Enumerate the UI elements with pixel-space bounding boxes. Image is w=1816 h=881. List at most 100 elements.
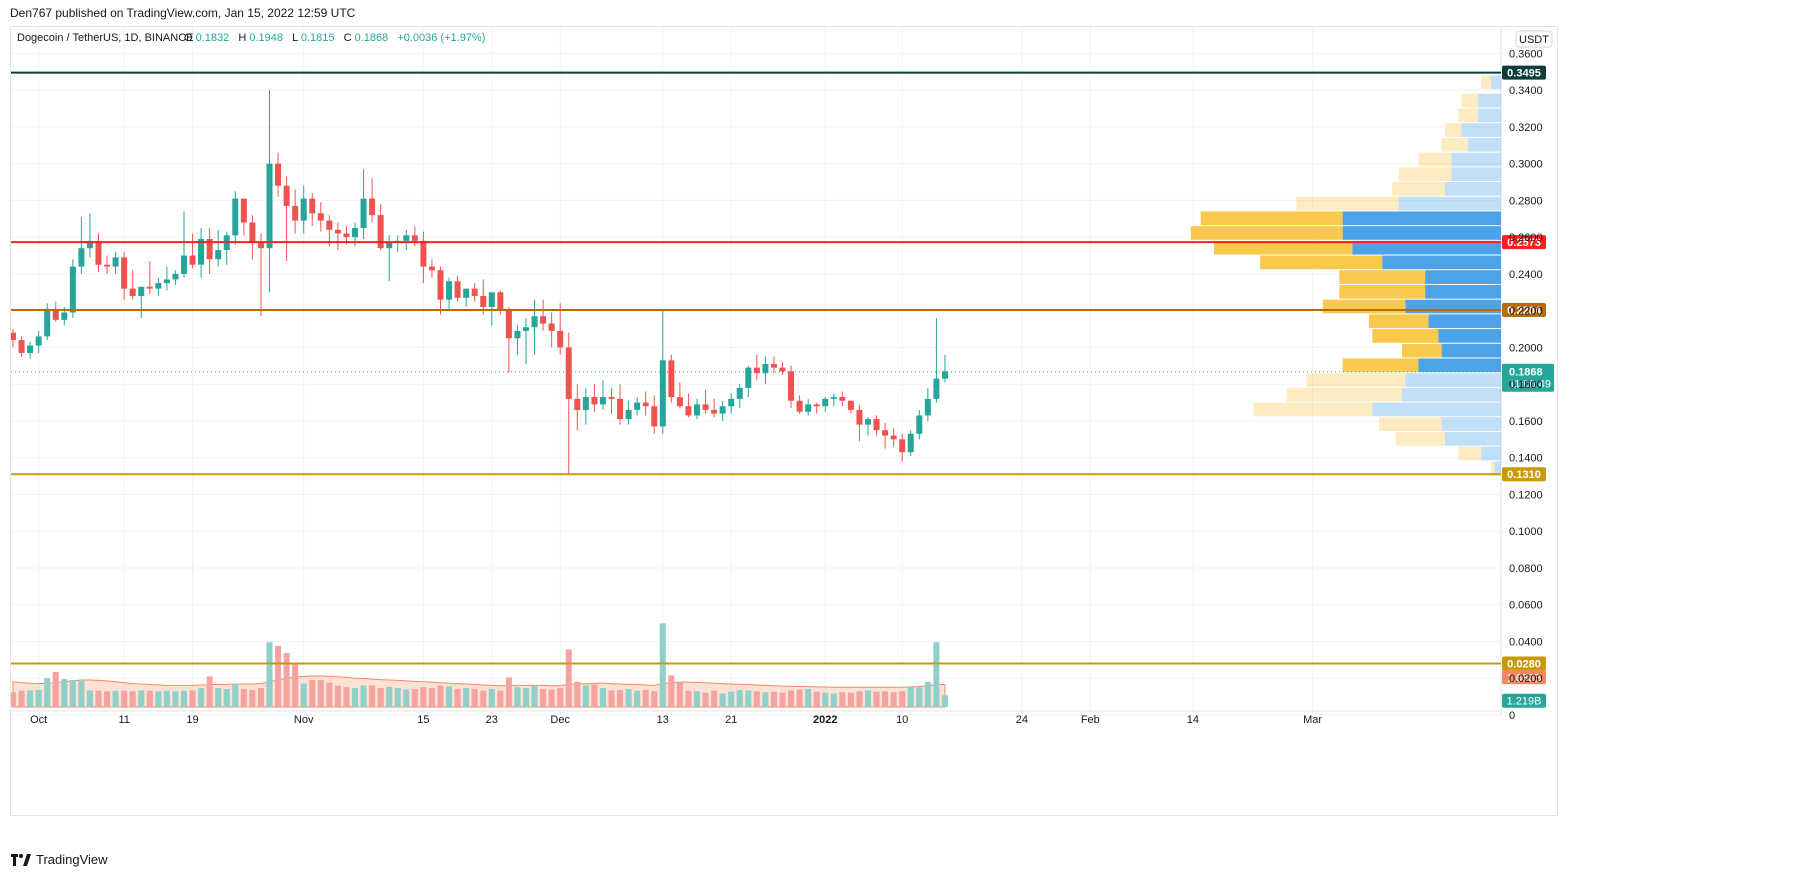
volume-profile-down-bar [1339, 270, 1426, 284]
price-tick-label: 0.0400 [1509, 636, 1543, 648]
current-price-label: 0.1868 [1509, 367, 1543, 379]
candle-body [856, 409, 863, 425]
price-axis[interactable]: 0.3600 0.3400 0.3200 0.3000 0.2800 0.2600 0.24… [1509, 48, 1543, 722]
ohlc-values: O 0.1832 H 0.1948 L 0.1815 C 0.1868 +0.0… [184, 32, 485, 44]
volume-profile-up-bar [1352, 240, 1501, 255]
volume-bar [377, 688, 384, 707]
level-price-tag [1502, 467, 1546, 482]
open-value: 0.1832 [196, 32, 230, 44]
volume-bar [275, 645, 282, 707]
volume-bar [138, 690, 145, 707]
volume-bar [27, 690, 34, 707]
volume-profile-up-bar [1477, 108, 1501, 123]
volume-profile-down-bar [1491, 461, 1495, 476]
candle-body [736, 387, 743, 399]
horizontal-levels[interactable]: 0.3495 0.2573 0.2204 0.1310 0.0280 0.186811:0… [11, 65, 1554, 708]
candle-body [505, 310, 512, 339]
volume-bar [146, 690, 153, 707]
price-tick-label: 0.0800 [1509, 563, 1543, 575]
volume-bar [78, 680, 85, 707]
volume-bar [352, 688, 358, 707]
volume-bar [907, 686, 914, 707]
volume-profile-down-bar [1213, 240, 1353, 255]
candle-body [172, 273, 179, 280]
candle-body [317, 213, 324, 221]
volume-bar [668, 675, 675, 707]
candle-body [762, 363, 769, 374]
volume-profile-up-bar [1438, 329, 1501, 343]
change-value: +0.0036 (+1.97%) [397, 32, 485, 44]
countdown-label: 11:00:49 [1509, 379, 1551, 391]
candle-body [27, 345, 34, 353]
candle-body [839, 397, 846, 401]
volume-bar [625, 689, 632, 707]
volume-bar [394, 688, 401, 707]
candle-body [565, 347, 572, 399]
volume-profile-up-bar [1468, 137, 1501, 152]
volume-bar [805, 689, 812, 707]
candlestick-chart[interactable]: 0.34950.25730.22040.13100.02800.186811:0… [11, 27, 1559, 817]
volume-bar [830, 693, 837, 707]
volume-bars [11, 623, 948, 708]
volume-profile-down-bar [1339, 284, 1426, 299]
candle-body [882, 430, 889, 436]
volume-profile-down-bar [1481, 75, 1492, 90]
close-label: C [344, 32, 352, 44]
candle-body [676, 397, 683, 407]
volume-bar [642, 689, 649, 707]
volume-bar [163, 690, 170, 707]
volume-bar [283, 653, 290, 707]
volume-profile-up-bar [1372, 402, 1501, 417]
candle-body [770, 363, 777, 368]
volume-bar [249, 689, 256, 707]
volume-bar [523, 688, 529, 707]
volume-bar [685, 690, 692, 707]
candle-body [540, 316, 547, 324]
time-tick-label: 21 [725, 714, 737, 726]
price-tick-label: 0.2600 [1509, 232, 1543, 244]
candle-body [206, 239, 213, 260]
time-axis[interactable]: Oct 11 19 Nov 15 23 Dec 13 21 2022 10 24 Feb 14 Mar [30, 714, 1322, 726]
volume-profile-down-bar [1392, 182, 1445, 196]
volume-profile-down-bar [1398, 167, 1452, 182]
volume-profile-down-bar [1286, 387, 1402, 402]
footer: TradingView [10, 852, 108, 867]
level-price-label: 0.2204 [1507, 305, 1542, 317]
candle-body [805, 404, 812, 412]
candle-body [198, 239, 205, 265]
level-price-label: 0.2573 [1507, 237, 1541, 249]
time-tick-label: 13 [657, 714, 669, 726]
low-label: L [292, 32, 298, 44]
chart-panel[interactable]: 0.3495 0.2573 0.2204 0.1310 0.0280 0.1868 11:0… [10, 26, 1558, 816]
volume-profile-up-bar [1405, 299, 1501, 314]
volume-bar [463, 688, 470, 707]
candle-body [480, 295, 487, 307]
candle-body [146, 286, 153, 289]
candle-body [18, 340, 25, 353]
volume-tag [1502, 693, 1546, 708]
tradingview-logo-icon [10, 853, 32, 867]
candle-body [78, 248, 85, 267]
volume-profile-up-bar [1451, 167, 1501, 182]
volume-bar [420, 687, 427, 707]
candle-body [702, 404, 709, 410]
candle-body [86, 240, 93, 249]
volume-profile [1190, 75, 1501, 476]
volume-bar [343, 687, 350, 707]
candle-body [497, 292, 504, 311]
symbol-title: Dogecoin / TetherUS, 1D, BINANCE [17, 32, 193, 44]
time-tick-label: 11 [118, 714, 129, 726]
currency-button[interactable]: USDT [1515, 30, 1553, 48]
price-tick-label: 0.2200 [1509, 306, 1543, 318]
candle-body [719, 406, 726, 414]
volume-bar [129, 691, 136, 707]
time-tick-label: Oct [30, 714, 47, 726]
candle-body [813, 404, 820, 407]
volume-tag-label: 1.219B [1507, 696, 1542, 708]
volume-bar [172, 691, 179, 707]
candle-body [591, 397, 598, 405]
volume-profile-up-bar [1477, 93, 1501, 108]
candle-body [240, 198, 247, 223]
volume-bar [446, 686, 453, 707]
volume-profile-down-bar [1260, 255, 1383, 270]
